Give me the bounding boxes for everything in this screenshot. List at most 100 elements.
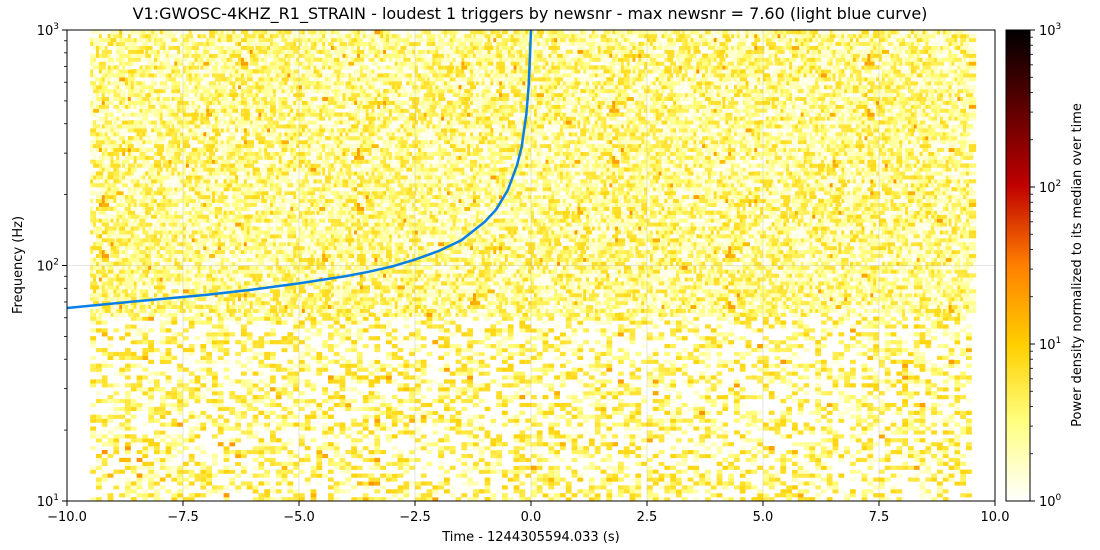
heatmap-cell — [461, 446, 468, 451]
heatmap-cell — [803, 422, 810, 427]
heatmap-cell — [328, 344, 334, 349]
heatmap-cell — [774, 340, 781, 345]
heatmap-cell — [478, 426, 485, 431]
heatmap-cell — [165, 375, 172, 380]
heatmap-cell — [177, 438, 183, 443]
heatmap-cell — [333, 351, 340, 357]
heatmap-cell — [531, 328, 537, 333]
heatmap-cell — [594, 387, 601, 392]
heatmap-cell — [496, 395, 502, 400]
heatmap-cell — [960, 383, 966, 388]
heatmap-cell — [357, 438, 363, 443]
heatmap-cell — [403, 461, 410, 466]
heatmap-cell — [194, 336, 201, 341]
heatmap-cell — [716, 312, 724, 317]
heatmap-cell — [536, 351, 543, 357]
heatmap-cell — [577, 477, 584, 482]
heatmap-cell — [687, 379, 694, 384]
heatmap-cell — [455, 359, 462, 364]
heatmap-cell — [194, 379, 201, 384]
heatmap-cell — [844, 395, 850, 400]
heatmap-cell — [693, 457, 700, 463]
heatmap-cell — [768, 426, 775, 431]
heatmap-cell — [638, 312, 646, 317]
heatmap-cell — [502, 328, 508, 333]
heatmap-cell — [826, 446, 833, 451]
heatmap-cell — [409, 481, 415, 486]
heatmap-cell — [589, 489, 595, 494]
heatmap-cell — [101, 473, 108, 478]
heatmap-cell — [328, 324, 334, 329]
heatmap-cell — [786, 300, 794, 306]
heatmap-cell — [200, 473, 207, 478]
heatmap-cell — [165, 442, 172, 447]
heatmap-cell — [415, 398, 421, 404]
heatmap-cell — [223, 324, 230, 329]
heatmap-cell — [351, 485, 357, 490]
heatmap-cell — [525, 442, 531, 447]
heatmap-cell — [171, 418, 178, 423]
heatmap-cell — [716, 324, 723, 329]
heatmap-cell — [954, 363, 961, 368]
heatmap-cell — [107, 414, 114, 419]
heatmap-cell — [142, 324, 149, 329]
heatmap-cell — [426, 414, 433, 419]
heatmap-cell — [577, 414, 584, 419]
heatmap-cell — [786, 457, 792, 463]
heatmap-cell — [652, 391, 659, 396]
heatmap-cell — [154, 430, 160, 435]
heatmap-cell — [763, 367, 769, 372]
heatmap-cell — [844, 398, 850, 404]
heatmap-cell — [142, 347, 149, 353]
heatmap-cell — [560, 336, 566, 341]
heatmap-cell — [699, 344, 705, 349]
heatmap-cell — [142, 355, 149, 360]
heatmap-cell — [507, 336, 514, 341]
heatmap-cell — [438, 453, 444, 459]
heatmap-cell — [948, 359, 955, 364]
heatmap-cell — [415, 332, 421, 337]
heatmap-cell — [902, 363, 908, 368]
heatmap-cell — [104, 304, 112, 309]
heatmap-cell — [496, 383, 502, 388]
heatmap-cell — [467, 383, 473, 388]
heatmap-cell — [554, 449, 560, 455]
heatmap-cell — [345, 402, 352, 408]
heatmap-cell — [641, 395, 647, 400]
heatmap-cell — [461, 379, 468, 384]
heatmap-cell — [757, 497, 763, 501]
heatmap-cell — [171, 422, 178, 427]
heatmap-cell — [473, 304, 481, 309]
heatmap-cell — [507, 316, 514, 321]
heatmap-cell — [159, 320, 166, 325]
heatmap-cell — [452, 296, 460, 302]
heatmap-cell — [304, 414, 311, 419]
heatmap-cell — [560, 477, 566, 482]
heatmap-cell — [954, 442, 961, 447]
heatmap-cell — [351, 418, 357, 423]
heatmap-cell — [681, 383, 688, 388]
heatmap-cell — [362, 375, 369, 380]
heatmap-cell — [496, 434, 502, 439]
heatmap-cell — [310, 410, 317, 415]
heatmap-cell — [281, 465, 288, 470]
heatmap-cell — [107, 296, 115, 302]
heatmap-cell — [386, 371, 392, 376]
heatmap-cell — [519, 465, 526, 470]
heatmap-cell — [960, 430, 966, 435]
heatmap-cell — [600, 485, 607, 490]
heatmap-cell — [765, 308, 774, 313]
heatmap-cell — [565, 489, 572, 494]
heatmap-cell — [879, 485, 885, 490]
heatmap-cell — [444, 469, 450, 474]
heatmap-cell — [948, 457, 955, 463]
heatmap-cell — [583, 465, 589, 470]
heatmap-cell — [188, 316, 195, 321]
heatmap-cell — [797, 430, 804, 435]
heatmap-cell — [826, 328, 833, 333]
heatmap-cell — [821, 375, 827, 380]
heatmap-cell — [206, 469, 212, 474]
heatmap-cell — [629, 363, 636, 368]
heatmap-cell — [693, 449, 700, 455]
heatmap-cell — [90, 465, 96, 470]
